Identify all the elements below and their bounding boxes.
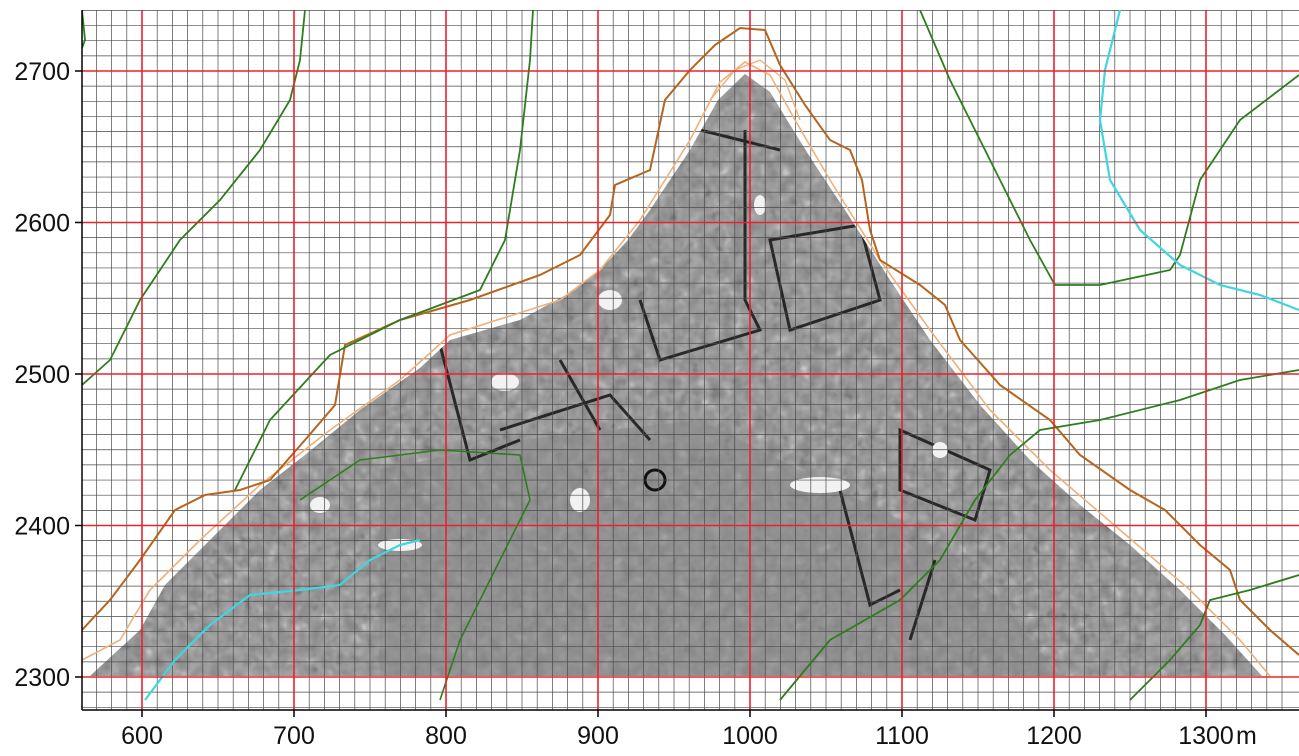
y-tick-label: 2600: [14, 210, 70, 238]
contour-green-south: [779, 454, 1011, 701]
x-tick-label: 900: [577, 722, 619, 750]
y-axis-ticks: 2300 2400 2500 2600 2700: [14, 58, 82, 692]
contour-green-mid: [234, 10, 534, 491]
river-left: [144, 538, 421, 701]
contour-light-orange-inner: [709, 59, 801, 121]
y-tick-label: 2400: [14, 513, 70, 541]
x-tick-label: 1100: [875, 722, 929, 750]
y-tick-label: 2300: [14, 664, 70, 692]
contour-green-survey: [299, 449, 531, 701]
major-grid: [82, 10, 1299, 710]
contour-lines: [82, 10, 1299, 701]
x-tick-label: 600: [121, 722, 163, 750]
river-right: [1098, 10, 1299, 312]
x-tick-label: 1000: [722, 722, 778, 750]
x-axis-unit-label: m: [1236, 722, 1257, 750]
x-tick-label: 700: [273, 722, 315, 750]
axes: 600 700 800 900 1000 1100 1200 1300 2300 2400 250…: [14, 10, 1299, 750]
x-axis-ticks: 600 700 800 900 1000 1100 1200 1300: [121, 710, 1234, 750]
contour-green-right: [919, 10, 1299, 286]
x-tick-label: 1300: [1178, 722, 1234, 750]
contour-brown: [82, 26, 1299, 656]
contour-light-orange: [82, 61, 1271, 677]
contour-green-top-left: [82, 10, 86, 49]
x-tick-label: 1200: [1026, 722, 1082, 750]
contour-green-bottom-right: [1129, 574, 1299, 701]
y-tick-label: 2700: [14, 58, 70, 86]
x-tick-label: 800: [425, 722, 467, 750]
contour-green-left: [82, 10, 306, 386]
y-tick-label: 2500: [14, 361, 70, 389]
contour-green-lower-right: [1009, 369, 1299, 456]
